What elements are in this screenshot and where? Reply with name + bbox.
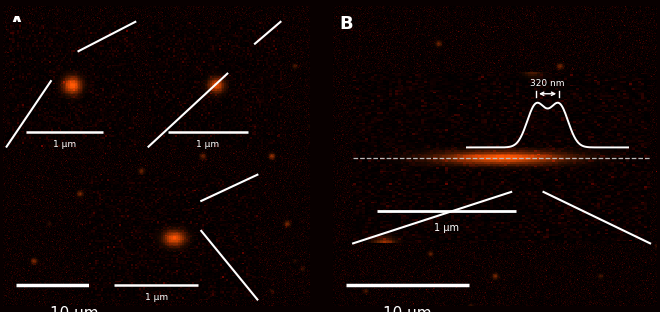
- Bar: [51, 51, 79, 81]
- Text: 10 μm: 10 μm: [50, 306, 98, 312]
- Text: B: B: [340, 15, 353, 33]
- Text: A: A: [9, 15, 23, 33]
- Text: 320 nm: 320 nm: [531, 79, 565, 88]
- Text: 1 μm: 1 μm: [434, 223, 459, 233]
- Text: 1 μm: 1 μm: [196, 140, 220, 149]
- Text: 1 μm: 1 μm: [53, 140, 76, 149]
- Bar: [174, 201, 201, 231]
- Bar: [227, 44, 255, 74]
- Text: 1 μm: 1 μm: [145, 293, 168, 302]
- Text: 10 μm: 10 μm: [383, 306, 432, 312]
- Bar: [512, 165, 544, 192]
